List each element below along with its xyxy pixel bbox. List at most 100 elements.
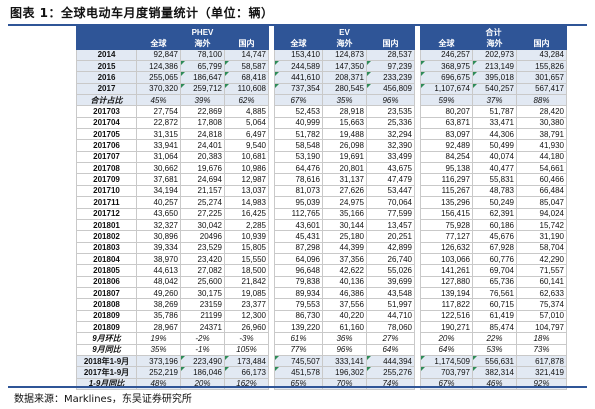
table-cell: 24,694 [180,173,225,186]
table-cell: 19,488 [322,128,367,141]
table-cell: 6,497 [224,128,269,141]
table-cell: 85,474 [472,320,517,334]
row-label: 201703 [76,105,137,118]
table-cell: -1% [180,343,225,356]
table-cell: 24,818 [180,128,225,141]
table-cell: 42,622 [322,264,367,277]
table-cell: 43,650 [136,207,181,220]
table-cell: 16,425 [224,207,269,220]
row-label: 201807 [76,286,137,300]
table-cell: 64% [366,343,415,356]
table-cell: 10,681 [224,150,269,164]
table-cell: 23159 [180,298,225,311]
table-cell: 23,529 [180,241,225,254]
row-label: 2018年1-9月 [76,354,137,368]
table-cell: 67,928 [472,241,517,254]
table-cell: 78,060 [366,320,415,334]
row-label: 201708 [76,162,137,175]
row-label: 201809 [76,309,137,322]
row-label: 2015 [76,60,137,73]
table-cell: 104,797 [516,320,567,334]
table-cell: 126,632 [420,241,473,254]
table-cell: 94,024 [516,207,567,220]
table-cell: 83,097 [420,128,473,141]
table-row: 201711 40,257 25,274 14,983 95,039 24,975 70,0… [76,196,567,209]
table-cell: 301,657 [516,71,567,84]
table-cell: 20,801 [322,162,367,175]
table-cell: 62,391 [472,207,517,220]
table-cell: 62,633 [516,286,567,300]
sub-header-domestic: 国内 [224,37,269,50]
table-cell: 32,327 [136,218,181,232]
table-cell: 18% [516,332,567,345]
table-cell: 96,648 [274,264,323,277]
table-cell: 43,601 [274,218,323,232]
row-label: 201705 [76,128,137,141]
table-cell: 42,899 [366,241,415,254]
table-cell: 28,967 [136,320,181,334]
table-cell: 71,557 [516,264,567,277]
table-cell: 61,419 [472,309,517,322]
sub-header-overseas: 海外 [472,37,517,50]
table-cell: 10,986 [224,162,269,175]
table-cell: 48,783 [472,184,517,198]
corner-cell [76,25,137,39]
table-cell: 15,663 [322,116,367,130]
table-row: 201804 38,970 23,420 15,550 64,096 37,356 26,7… [76,252,567,266]
table-cell: 24,401 [180,139,225,152]
table-cell: 48,042 [136,275,181,288]
table-cell: 37,356 [322,252,367,266]
row-label: 201707 [76,150,137,164]
table-row: 201706 33,941 24,401 9,540 58,548 26,098 32,39… [76,139,567,152]
table-cell: 24,975 [322,196,367,209]
table-cell: 30,380 [516,116,567,130]
table-cell: 58,704 [516,241,567,254]
row-label: 201809 [76,320,137,334]
table-cell: 45,431 [274,230,323,243]
table-cell: 60,141 [516,275,567,288]
table-cell: 25,600 [180,275,225,288]
table-cell: 122,516 [420,309,473,322]
table-cell: 252,219 [136,366,181,379]
table-cell: 112,765 [274,207,323,220]
table-cell: 26,098 [322,139,367,152]
table-cell: 2,285 [224,218,269,232]
table-cell: 25,180 [322,230,367,243]
sub-header-global: 全球 [136,37,181,50]
table-cell: 25,336 [366,116,415,130]
table-cell: 153,410 [274,48,323,62]
table-cell: 43,284 [516,48,567,62]
row-label: 201712 [76,207,137,220]
table-cell: 57,010 [516,309,567,322]
table-row: 201704 22,872 17,808 5,064 40,999 15,663 25,33… [76,116,567,130]
table-cell: 50,249 [472,196,517,209]
table-body: 2014 92,847 78,100 14,747 153,410 124,873 28,5… [76,48,567,391]
table-cell: 79,838 [274,275,323,288]
table-cell: 19% [136,332,181,345]
table-cell: 39,699 [366,275,415,288]
table-cell: 53,447 [366,184,415,198]
table-cell: 65,736 [472,275,517,288]
row-label: 201808 [76,298,137,311]
table-cell: 59% [420,94,473,107]
table-cell: 10,939 [224,230,269,243]
table-cell: 80,207 [420,105,473,118]
table-cell: 444,394 [366,354,415,368]
table-cell: 368,975 [420,60,473,73]
table-row: 201809 28,967 24371 26,960 139,220 61,160 78,0… [76,320,567,334]
table-row: 2017 370,320 259,712 110,608 737,354 280,545 4… [76,82,567,96]
table-cell: 64,096 [274,252,323,266]
table-cell: 1,174,509 [420,354,473,368]
table-cell: 139,220 [274,320,323,334]
table-cell: 117,822 [420,298,473,311]
table-cell: 110,608 [224,82,269,96]
table-cell: 696,675 [420,71,473,84]
corner-cell [76,37,137,50]
table-cell: 105% [224,343,269,356]
row-label: 201801 [76,218,137,232]
row-label: 201709 [76,173,137,186]
table-cell: 37% [472,94,517,107]
table-cell: 75,374 [516,298,567,311]
table-cell: 89,934 [274,286,323,300]
table-cell: 30,144 [322,218,367,232]
